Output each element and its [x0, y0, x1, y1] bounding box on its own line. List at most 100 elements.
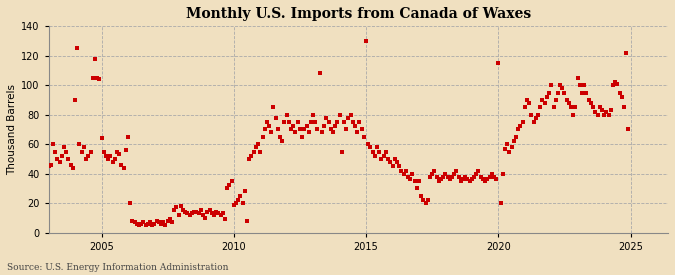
Point: [484, 174, 495, 179]
Point: [176, 204, 186, 208]
Point: [193, 211, 204, 216]
Point: [105, 154, 115, 158]
Point: [173, 213, 184, 217]
Point: [169, 208, 180, 213]
Point: [292, 120, 303, 124]
Point: [288, 124, 299, 129]
Point: [497, 171, 508, 176]
Point: [590, 109, 601, 114]
Point: [277, 139, 288, 143]
Point: [43, 164, 54, 168]
Point: [345, 112, 356, 117]
Point: [396, 169, 407, 173]
Point: [520, 105, 531, 109]
Point: [537, 98, 548, 102]
Point: [541, 95, 552, 99]
Point: [213, 211, 223, 216]
Point: [425, 174, 435, 179]
Point: [526, 112, 537, 117]
Point: [308, 112, 319, 117]
Point: [515, 124, 526, 129]
Point: [219, 217, 230, 221]
Point: [297, 134, 308, 139]
Point: [418, 198, 429, 202]
Point: [433, 179, 444, 183]
Point: [555, 83, 566, 87]
Point: [330, 124, 341, 129]
Point: [356, 127, 367, 132]
Point: [81, 157, 92, 161]
Point: [90, 56, 101, 61]
Point: [306, 120, 317, 124]
Point: [52, 157, 63, 161]
Point: [279, 120, 290, 124]
Point: [70, 98, 80, 102]
Point: [376, 157, 387, 161]
Point: [290, 130, 301, 134]
Point: [343, 116, 354, 120]
Point: [398, 171, 409, 176]
Point: [608, 83, 618, 87]
Point: [440, 171, 451, 176]
Point: [56, 154, 67, 158]
Text: Source: U.S. Energy Information Administration: Source: U.S. Energy Information Administ…: [7, 263, 228, 272]
Point: [460, 174, 470, 179]
Point: [579, 83, 590, 87]
Point: [595, 105, 605, 109]
Point: [284, 120, 294, 124]
Point: [266, 130, 277, 134]
Point: [381, 149, 392, 154]
Point: [325, 127, 336, 132]
Point: [614, 90, 625, 95]
Point: [409, 179, 420, 183]
Point: [491, 177, 502, 182]
Point: [456, 179, 466, 183]
Point: [92, 76, 103, 80]
Point: [559, 90, 570, 95]
Point: [301, 124, 312, 129]
Point: [96, 136, 107, 141]
Point: [539, 101, 550, 105]
Point: [341, 127, 352, 132]
Point: [195, 208, 206, 213]
Point: [468, 174, 479, 179]
Point: [250, 145, 261, 149]
Point: [597, 108, 608, 112]
Point: [522, 98, 533, 102]
Point: [118, 166, 129, 170]
Point: [237, 201, 248, 205]
Point: [184, 213, 195, 217]
Point: [228, 202, 239, 207]
Point: [473, 169, 484, 173]
Point: [155, 221, 166, 226]
Point: [466, 177, 477, 182]
Point: [367, 149, 378, 154]
Point: [147, 223, 158, 227]
Point: [244, 157, 254, 161]
Point: [420, 201, 431, 205]
Point: [59, 145, 70, 149]
Point: [191, 210, 202, 214]
Point: [348, 120, 358, 124]
Point: [111, 149, 122, 154]
Point: [524, 101, 535, 105]
Point: [453, 174, 464, 179]
Point: [286, 127, 296, 132]
Point: [61, 149, 72, 154]
Point: [205, 208, 215, 213]
Point: [240, 189, 250, 194]
Point: [231, 201, 242, 205]
Point: [68, 166, 78, 170]
Point: [224, 183, 235, 188]
Point: [458, 177, 468, 182]
Point: [372, 145, 383, 149]
Point: [132, 221, 142, 226]
Point: [528, 120, 539, 124]
Point: [482, 177, 493, 182]
Point: [592, 112, 603, 117]
Point: [535, 105, 545, 109]
Point: [45, 163, 56, 167]
Point: [470, 171, 481, 176]
Point: [83, 154, 94, 158]
Point: [475, 174, 486, 179]
